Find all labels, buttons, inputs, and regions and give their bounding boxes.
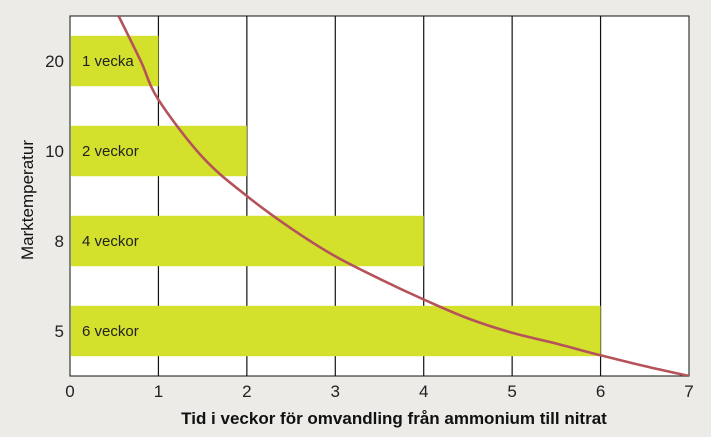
bars: 1 vecka 2 veckor 4 veckor 6 veckor [71, 35, 601, 357]
x-tick-5: 5 [507, 382, 516, 401]
x-tick-1: 1 [154, 382, 163, 401]
x-tick-7: 7 [684, 382, 693, 401]
x-axis-title: Tid i veckor för omvandling från ammoniu… [181, 409, 607, 428]
bar-label-5: 6 veckor [82, 323, 139, 340]
x-tick-0: 0 [65, 382, 74, 401]
bar-10 [71, 125, 247, 177]
x-tick-3: 3 [331, 382, 340, 401]
x-axis-ticks: 0 1 2 3 4 5 6 7 [65, 382, 693, 401]
curve-layer [117, 16, 689, 376]
bar-8 [71, 215, 424, 267]
bar-5 [71, 305, 601, 357]
x-tick-6: 6 [596, 382, 605, 401]
y-tick-8: 8 [55, 232, 64, 251]
curve-line [117, 16, 689, 376]
bar-20 [71, 35, 159, 87]
bar-label-10: 2 veckor [82, 143, 139, 160]
y-axis-title: Marktemperatur [18, 140, 37, 260]
y-axis-ticks: 20 10 8 5 [45, 52, 64, 341]
x-tick-4: 4 [419, 382, 428, 401]
bar-label-20: 1 vecka [82, 53, 134, 70]
bar-label-8: 4 veckor [82, 233, 139, 250]
y-tick-10: 10 [45, 142, 64, 161]
y-tick-5: 5 [55, 322, 64, 341]
y-tick-20: 20 [45, 52, 64, 71]
x-tick-2: 2 [242, 382, 251, 401]
